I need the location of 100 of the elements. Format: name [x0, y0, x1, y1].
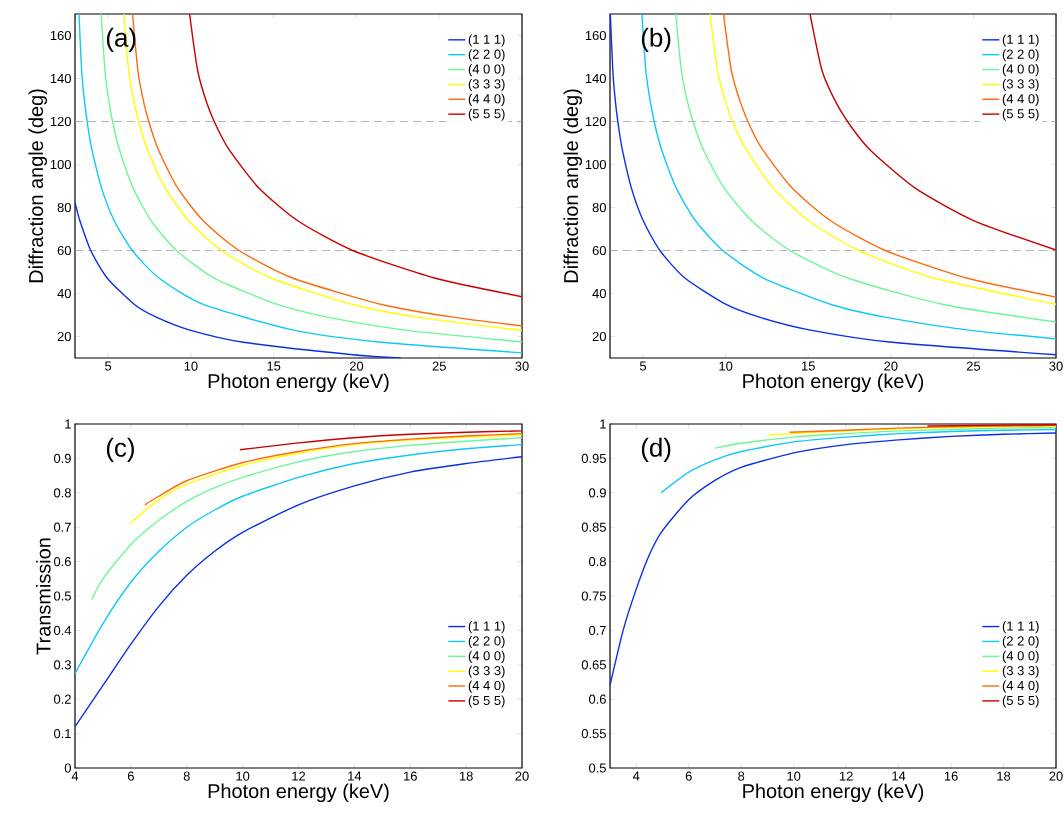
- y-tick-label: 1: [65, 419, 71, 429]
- y-tick-label: 140: [585, 73, 606, 84]
- y-tick-label: 80: [592, 202, 606, 213]
- x-tick-label: 25: [966, 361, 981, 371]
- x-tick-label: 25: [432, 361, 446, 371]
- x-tick-label: 14: [892, 771, 906, 781]
- y-tick-label: 0.65: [581, 660, 606, 670]
- legend-label: (4 4 0): [468, 680, 505, 693]
- y-tick-label: 0.75: [581, 591, 606, 601]
- x-axis-title: Photon energy (keV): [208, 783, 389, 803]
- legend-label: (4 0 0): [468, 64, 505, 77]
- y-tick-label: 0.85: [581, 522, 606, 532]
- legend-label: (4 0 0): [1002, 650, 1039, 663]
- x-tick-label: 20: [515, 771, 529, 781]
- y-axis-title: Diffraction angle (deg): [28, 89, 48, 283]
- y-tick-label: 160: [50, 30, 71, 41]
- x-tick-label: 10: [184, 361, 198, 371]
- legend-label: (4 4 0): [1002, 93, 1039, 106]
- y-tick-label: 100: [585, 159, 606, 170]
- x-tick-label: 8: [738, 771, 745, 781]
- legend-label: (2 2 0): [468, 49, 505, 62]
- x-axis-title: Photon energy (keV): [208, 373, 389, 393]
- y-tick-label: 40: [57, 288, 71, 299]
- y-tick-label: 120: [585, 116, 606, 127]
- annotation: (c): [106, 437, 134, 462]
- x-tick-label: 4: [632, 771, 640, 781]
- x-tick-label: 5: [105, 361, 112, 371]
- y-tick-label: 120: [50, 116, 71, 127]
- line-series: [239, 430, 522, 451]
- x-tick-label: 6: [685, 771, 692, 781]
- y-tick-label: 0.3: [53, 660, 71, 670]
- legend-label: (3 3 3): [1002, 665, 1039, 678]
- legend-label: (2 2 0): [1002, 635, 1039, 649]
- legend-label: (3 3 3): [1002, 78, 1039, 92]
- legend-label: (4 4 0): [468, 93, 505, 106]
- x-tick-label: 30: [515, 361, 529, 371]
- x-tick-label: 20: [349, 361, 364, 371]
- x-tick-label: 10: [719, 361, 733, 371]
- y-tick-label: 60: [57, 245, 71, 256]
- x-tick-label: 12: [839, 771, 853, 781]
- y-tick-label: 0.1: [53, 729, 71, 739]
- y-tick-label: 0.6: [53, 557, 71, 567]
- y-tick-label: 0.7: [53, 522, 71, 532]
- y-tick-label: 0.5: [53, 591, 71, 601]
- legend-label: (5 5 5): [468, 695, 505, 708]
- legend-label: (5 5 5): [1002, 108, 1039, 121]
- x-tick-label: 10: [236, 771, 250, 781]
- line-series: [75, 201, 402, 358]
- line-series: [789, 424, 1057, 433]
- legend-label: (1 1 1): [1002, 34, 1039, 47]
- annotation: (d): [641, 437, 671, 462]
- y-tick-label: 100: [50, 159, 71, 170]
- x-axis-title: Photon energy (keV): [743, 783, 924, 803]
- y-tick-label: 0.2: [53, 694, 71, 704]
- legend-label: (1 1 1): [468, 34, 505, 47]
- y-tick-label: 0.9: [53, 453, 71, 463]
- x-tick-label: 16: [944, 771, 958, 781]
- line-series: [714, 426, 1057, 449]
- y-tick-label: 0.95: [581, 453, 606, 463]
- x-tick-label: 18: [459, 771, 473, 781]
- y-tick-label: 0.6: [588, 694, 606, 704]
- y-tick-label: 20: [57, 331, 71, 342]
- legend-label: (4 4 0): [1002, 680, 1039, 693]
- x-tick-label: 20: [884, 361, 898, 371]
- y-tick-label: 1: [600, 419, 606, 429]
- y-tick-label: 160: [585, 30, 606, 41]
- y-tick-label: 0: [64, 763, 71, 773]
- x-tick-label: 14: [348, 771, 362, 781]
- x-tick-label: 18: [997, 771, 1011, 781]
- legend-label: (2 2 0): [1002, 49, 1039, 62]
- legend-label: (4 0 0): [1002, 64, 1039, 77]
- legend-label: (1 1 1): [468, 621, 505, 634]
- legend-label: (4 0 0): [468, 650, 505, 663]
- y-tick-label: 0.55: [581, 729, 606, 739]
- y-tick-label: 0.7: [588, 625, 606, 635]
- line-series: [144, 432, 522, 506]
- line-series: [809, 13, 1057, 251]
- legend-label: (5 5 5): [468, 108, 505, 121]
- x-tick-label: 10: [787, 771, 801, 781]
- line-series: [188, 13, 522, 298]
- y-tick-label: 40: [592, 288, 606, 299]
- x-tick-label: 4: [71, 771, 79, 781]
- line-series: [91, 437, 522, 601]
- y-tick-label: 0.8: [53, 488, 71, 498]
- y-tick-label: 140: [50, 73, 71, 84]
- legend-label: (5 5 5): [1002, 695, 1039, 708]
- x-tick-label: 15: [267, 361, 281, 371]
- x-tick-label: 16: [404, 771, 417, 781]
- x-tick-label: 6: [127, 771, 134, 781]
- x-tick-label: 8: [183, 771, 190, 781]
- legend-label: (2 2 0): [468, 635, 505, 649]
- legend-label: (1 1 1): [1002, 621, 1039, 634]
- y-tick-label: 0.9: [588, 488, 606, 498]
- y-axis-title: Transmission: [36, 538, 51, 655]
- y-tick-label: 0.5: [588, 763, 606, 773]
- x-tick-label: 30: [1049, 361, 1063, 371]
- y-tick-label: 60: [592, 245, 606, 256]
- x-tick-label: 15: [802, 361, 815, 371]
- legend-label: (3 3 3): [468, 78, 505, 92]
- y-tick-label: 80: [57, 202, 71, 213]
